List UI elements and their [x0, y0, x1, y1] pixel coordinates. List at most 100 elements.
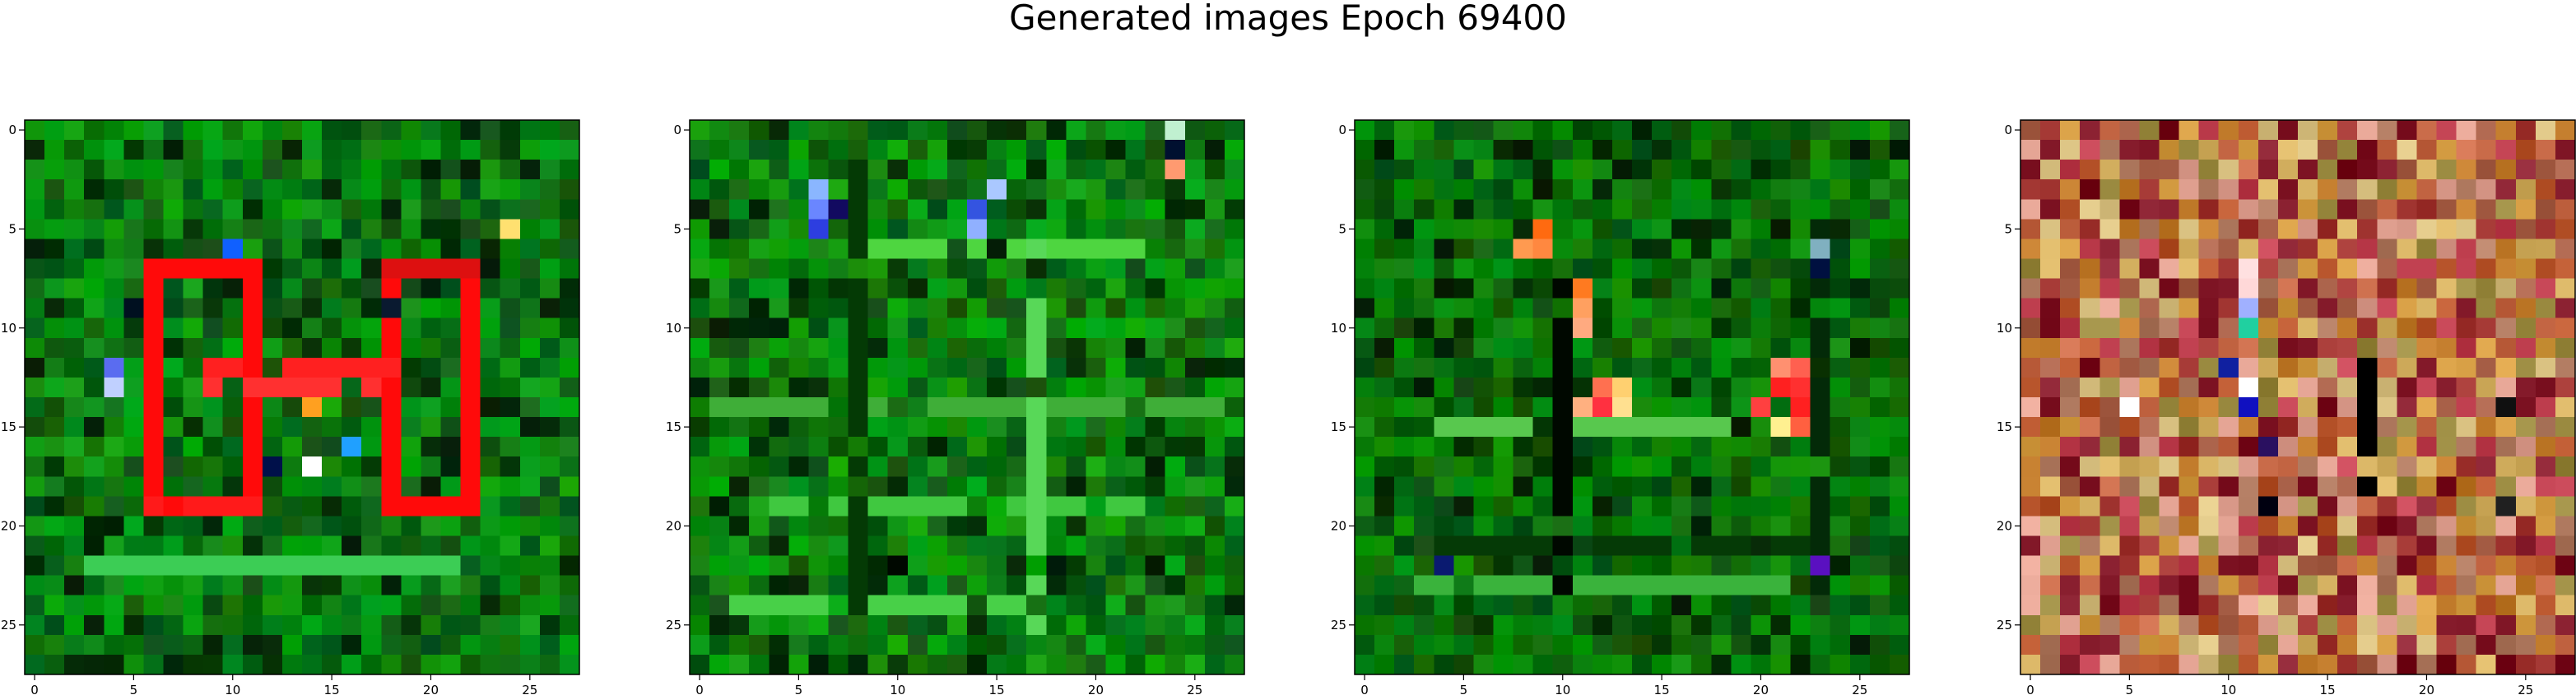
pixel-cell: [2318, 397, 2338, 418]
pixel-cell: [1493, 437, 1514, 457]
pixel-cell: [1066, 317, 1087, 339]
pixel-cell: [262, 239, 283, 260]
pixel-cell: [222, 634, 244, 656]
pixel-cell: [2099, 516, 2120, 537]
pixel-cell: [1224, 555, 1245, 577]
pixel-cell: [440, 614, 462, 636]
pixel-cell: [828, 417, 849, 438]
pixel-cell: [1790, 219, 1811, 240]
pixel-cell: [2020, 535, 2041, 557]
pixel-cell: [2495, 397, 2517, 418]
pixel-cell: [401, 160, 422, 180]
pixel-cell: [927, 614, 948, 636]
pixel-cell: [302, 397, 323, 418]
pixel-cell: [907, 298, 928, 319]
pixel-cell: [907, 496, 928, 517]
pixel-cell: [2060, 476, 2081, 497]
pixel-cell: [2060, 654, 2081, 675]
pixel-cell: [1572, 258, 1593, 280]
pixel-cell: [769, 258, 789, 280]
pixel-cell: [1355, 595, 1375, 616]
pixel-cell: [1532, 160, 1554, 180]
pixel-cell: [519, 140, 541, 160]
pixel-cell: [322, 496, 342, 517]
pixel-cell: [2139, 337, 2160, 359]
pixel-cell: [2535, 239, 2556, 260]
pixel-cell: [1105, 437, 1127, 457]
pixel-cell: [1572, 239, 1593, 260]
pixel-cell: [2456, 239, 2477, 260]
pixel-cell: [123, 317, 145, 339]
pixel-cell: [2436, 456, 2457, 477]
pixel-cell: [500, 634, 521, 656]
y-tick-label: 10: [1, 321, 16, 336]
pixel-cell: [828, 654, 849, 675]
pixel-cell: [1145, 476, 1166, 497]
pixel-cell: [2495, 317, 2517, 339]
x-tick-label: 20: [2419, 683, 2434, 695]
pixel-cell: [1473, 575, 1495, 596]
pixel-cell: [1204, 160, 1225, 180]
pixel-cell: [460, 456, 481, 477]
pixel-cell: [690, 140, 710, 160]
pixel-cell: [143, 575, 165, 596]
pixel-cell: [163, 377, 184, 398]
pixel-cell: [2535, 595, 2556, 616]
pixel-cell: [2337, 654, 2358, 675]
pixel-cell: [1830, 140, 1851, 160]
pixel-cell: [361, 179, 382, 200]
pixel-cell: [480, 476, 501, 497]
pixel-cell: [1355, 614, 1375, 636]
pixel-cell: [2436, 634, 2457, 656]
pixel-cell: [44, 239, 65, 260]
pixel-cell: [2416, 199, 2438, 220]
pixel-cell: [440, 357, 462, 378]
pixel-cell: [1711, 317, 1732, 339]
pixel-cell: [769, 337, 789, 359]
pixel-cell: [1165, 377, 1186, 398]
pixel-cell: [2318, 258, 2338, 280]
pixel-cell: [342, 595, 362, 616]
pixel-cell: [867, 417, 889, 438]
pixel-cell: [1414, 239, 1434, 260]
pixel-cell: [2178, 456, 2200, 477]
pixel-cell: [2040, 278, 2061, 299]
pixel-cell: [2159, 278, 2180, 299]
pixel-cell: [2119, 397, 2141, 418]
pixel-cell: [1849, 456, 1871, 477]
pixel-cell: [2298, 160, 2318, 180]
pixel-cell: [1731, 614, 1752, 636]
pixel-cell: [1165, 160, 1186, 180]
pixel-cell: [1572, 417, 1593, 438]
pixel-cell: [2456, 278, 2477, 299]
pixel-cell: [749, 516, 770, 537]
pixel-cell: [2198, 535, 2220, 557]
pixel-cell: [1493, 337, 1514, 359]
x-tick-label: 20: [423, 683, 439, 695]
pixel-cell: [1105, 298, 1127, 319]
pixel-cell: [946, 595, 968, 616]
pixel-cell: [64, 377, 85, 398]
pixel-cell: [848, 377, 869, 398]
pixel-cell: [1026, 239, 1047, 260]
pixel-cell: [1086, 140, 1107, 160]
pixel-cell: [2357, 239, 2378, 260]
pixel-cell: [1889, 476, 1910, 497]
pixel-cell: [1374, 516, 1395, 537]
pixel-cell: [1711, 278, 1732, 299]
pixel-cell: [2318, 595, 2338, 616]
pixel-cell: [361, 654, 382, 675]
pixel-cell: [480, 654, 501, 675]
pixel-cell: [64, 317, 85, 339]
pixel-cell: [519, 219, 541, 240]
pixel-cell: [788, 317, 810, 339]
pixel-cell: [222, 417, 244, 438]
pixel-cell: [421, 496, 442, 517]
pixel-cell: [460, 397, 481, 418]
pixel-cell: [2218, 476, 2239, 497]
pixel-cell: [2159, 239, 2180, 260]
pixel-cell: [1552, 298, 1574, 319]
pixel-cell: [1592, 337, 1613, 359]
pixel-cell: [690, 239, 710, 260]
pixel-cell: [440, 160, 462, 180]
